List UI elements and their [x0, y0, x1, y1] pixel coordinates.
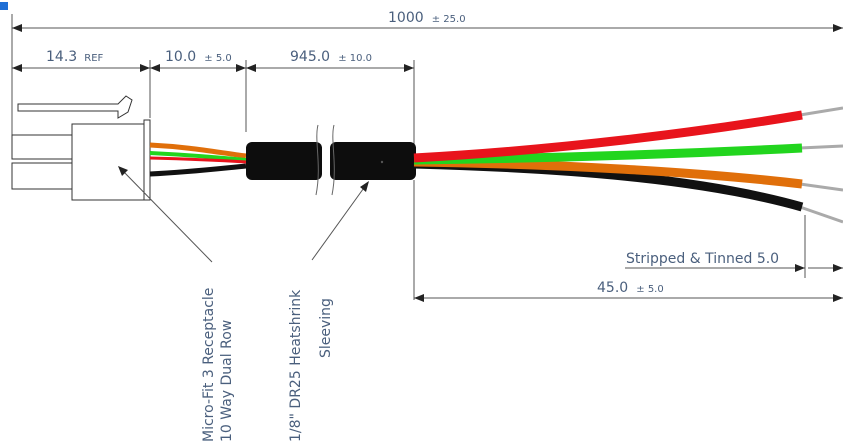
- connector-latch: [17, 95, 133, 119]
- wire-red-near: [149, 156, 247, 164]
- wire-black-near: [149, 163, 247, 177]
- connector-length-dimension: 14.3 REF: [12, 46, 150, 72]
- connector-callout: Micro-Fit 3 Receptacle 10 Way Dual Row: [118, 166, 235, 442]
- svg-text:10.0 ± 5.0: 10.0 ± 5.0: [165, 46, 232, 65]
- connector-flange: [143, 119, 151, 201]
- wire-orange-near: [149, 142, 247, 159]
- sleeve-length-value: 945.0: [290, 49, 330, 65]
- svg-text:1000 ± 25.0: 1000 ± 25.0: [388, 7, 466, 26]
- sleeving-callout: 1/8" DR25 Heatshrink Sleeving: [288, 181, 369, 442]
- connector-callout-line2: 10 Way Dual Row: [219, 320, 235, 442]
- connector-housing: [11, 95, 151, 201]
- wire-red-far: [413, 110, 803, 163]
- breakout-dimension: 45.0 ± 5.0: [414, 277, 843, 302]
- sleeve-right-segment: [330, 142, 416, 180]
- sleeve-break-right: [331, 124, 335, 196]
- wire-red-tip: [799, 106, 843, 117]
- connector-callout-line1: Micro-Fit 3 Receptacle: [201, 288, 217, 442]
- connector-terminal-lower: [11, 162, 75, 190]
- sleeve-left-segment: [246, 142, 322, 180]
- wire-green-tip: [799, 144, 843, 150]
- overall-dimension-value: 1000: [388, 10, 424, 26]
- sleeve-break-left: [315, 124, 319, 196]
- svg-text:45.0 ± 5.0: 45.0 ± 5.0: [597, 277, 664, 296]
- heatshrink-sleeve: [246, 124, 416, 196]
- connector-terminal-upper: [11, 134, 75, 160]
- sleeve-length-dimension: 945.0 ± 10.0: [246, 46, 414, 72]
- corner-mark: [0, 2, 8, 10]
- breakout-dimension-value: 45.0: [597, 280, 628, 296]
- sleeving-callout-line1: 1/8" DR25 Heatshrink: [288, 289, 304, 442]
- wires-connector-side: [149, 142, 247, 177]
- svg-text:945.0 ± 10.0: 945.0 ± 10.0: [290, 46, 372, 65]
- connector-length-value: 14.3: [46, 49, 77, 65]
- overall-dimension: 1000 ± 25.0: [12, 7, 843, 32]
- breakout-dimension-tolerance: ± 5.0: [636, 284, 663, 295]
- connector-gap-tolerance: ± 5.0: [204, 53, 231, 64]
- svg-text:14.3 REF: 14.3 REF: [46, 46, 104, 65]
- connector-gap-value: 10.0: [165, 49, 196, 65]
- connector-length-ref: REF: [84, 53, 103, 64]
- connector-gap-dimension: 10.0 ± 5.0: [150, 46, 246, 72]
- sleeving-callout-line2: Sleeving: [318, 298, 334, 358]
- wire-green-near: [149, 151, 247, 162]
- wire-green-far: [413, 143, 803, 165]
- overall-dimension-tolerance: ± 25.0: [432, 14, 466, 25]
- wire-black-tip: [799, 205, 843, 224]
- wire-orange-tip: [799, 182, 843, 192]
- sleeve-length-tolerance: ± 10.0: [338, 53, 372, 64]
- connector-body: [71, 123, 149, 201]
- strip-dimension: Stripped & Tinned 5.0: [625, 251, 843, 272]
- wires-breakout: [413, 106, 843, 224]
- strip-dimension-label: Stripped & Tinned 5.0: [626, 251, 779, 267]
